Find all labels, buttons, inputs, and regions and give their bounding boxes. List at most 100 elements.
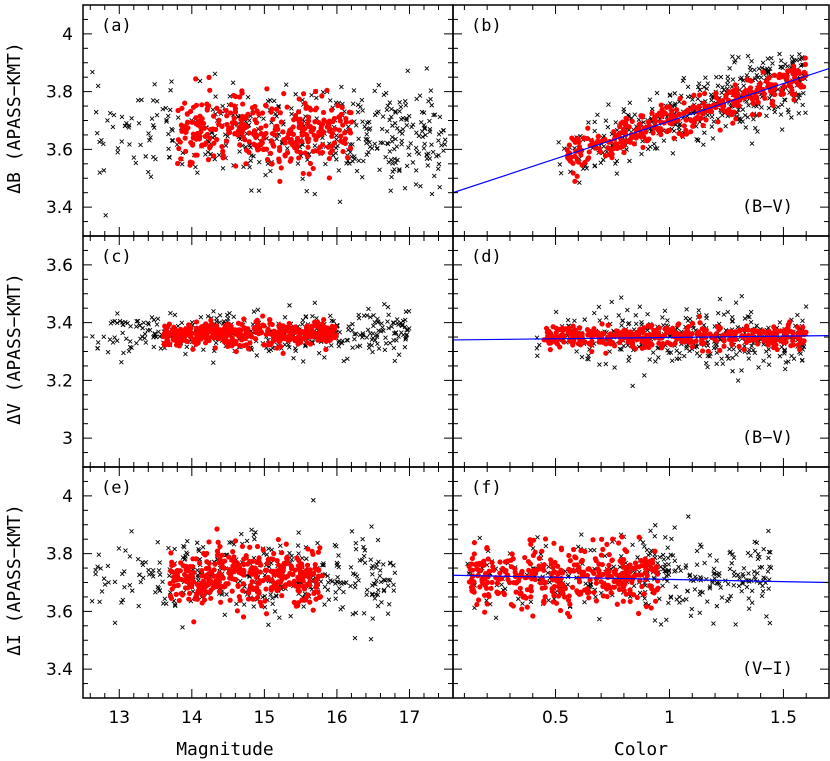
star-dot xyxy=(649,110,655,116)
star-dot xyxy=(283,582,289,588)
star-cross xyxy=(346,324,352,329)
star-cross xyxy=(417,93,423,99)
star-dot xyxy=(307,160,314,167)
star-dot xyxy=(689,344,695,350)
star-cross xyxy=(606,102,611,107)
star-dot xyxy=(599,321,605,327)
star-dot xyxy=(598,552,604,558)
star-cross xyxy=(674,348,680,353)
star-dot xyxy=(682,338,688,345)
star-dot xyxy=(656,125,663,132)
star-cross xyxy=(391,563,396,568)
star-dot xyxy=(300,583,306,590)
star-cross xyxy=(642,373,647,378)
star-dot xyxy=(553,330,559,336)
star-dot xyxy=(630,343,636,349)
star-cross xyxy=(140,562,146,568)
star-dot xyxy=(306,136,312,142)
star-dot xyxy=(176,576,182,582)
panel-c: 33.23.43.6 (c) xyxy=(46,235,454,468)
star-cross xyxy=(99,137,104,143)
star-dot xyxy=(235,132,241,138)
star-cross xyxy=(745,550,751,556)
star-cross xyxy=(782,97,788,103)
star-cross xyxy=(410,160,416,165)
star-cross xyxy=(716,581,722,586)
star-cross xyxy=(652,618,658,623)
star-dot xyxy=(204,550,210,557)
star-dot xyxy=(169,586,175,592)
star-cross xyxy=(697,610,703,616)
star-cross xyxy=(752,350,758,356)
star-dot xyxy=(240,581,247,587)
star-cross xyxy=(778,112,784,117)
star-cross xyxy=(349,328,355,333)
star-dot xyxy=(340,148,346,155)
star-cross xyxy=(374,146,380,152)
star-dot xyxy=(588,342,594,348)
star-dot xyxy=(780,74,786,80)
star-dot xyxy=(256,557,262,563)
star-cross xyxy=(261,551,267,556)
star-cross xyxy=(746,356,752,361)
star-cross xyxy=(361,544,366,550)
star-dot xyxy=(651,116,658,123)
star-dot xyxy=(306,582,313,588)
star-cross xyxy=(654,90,660,96)
star-dot xyxy=(717,127,723,133)
star-dot xyxy=(683,117,689,123)
star-dot xyxy=(221,339,228,345)
star-dot xyxy=(547,347,553,353)
star-dot xyxy=(305,114,312,120)
star-cross xyxy=(789,115,794,120)
star-cross xyxy=(748,319,754,325)
star-cross xyxy=(285,146,290,151)
star-cross xyxy=(779,64,784,70)
star-dot xyxy=(660,340,666,347)
star-dot xyxy=(633,572,639,578)
star-dot xyxy=(646,136,652,142)
star-cross xyxy=(399,323,405,329)
star-cross xyxy=(95,345,101,351)
star-cross xyxy=(662,568,667,574)
star-dot xyxy=(519,606,525,612)
star-cross xyxy=(372,596,378,601)
star-cross xyxy=(248,158,254,164)
star-dot xyxy=(603,350,609,356)
star-cross xyxy=(647,357,653,362)
star-dot xyxy=(271,551,277,557)
star-cross xyxy=(373,581,378,587)
star-cross xyxy=(272,609,278,614)
star-dot xyxy=(315,549,322,555)
star-cross xyxy=(360,119,365,125)
star-dot xyxy=(254,543,261,550)
star-dot xyxy=(169,562,175,569)
star-dot xyxy=(261,146,267,152)
star-dot xyxy=(289,325,296,331)
star-dot xyxy=(791,97,797,103)
star-dot xyxy=(186,596,192,602)
star-dot xyxy=(667,327,674,333)
star-cross xyxy=(286,342,291,348)
star-dot xyxy=(589,348,595,355)
star-cross xyxy=(379,126,385,132)
star-dot xyxy=(164,337,170,344)
star-cross xyxy=(733,622,738,627)
star-cross xyxy=(366,149,371,155)
star-cross xyxy=(397,168,402,174)
star-dot xyxy=(489,579,495,586)
star-cross xyxy=(640,540,646,545)
star-dot xyxy=(184,111,190,117)
star-cross xyxy=(289,557,295,562)
star-dot xyxy=(665,127,672,134)
panel-b: (b)(B−V) xyxy=(452,4,830,237)
star-dot xyxy=(247,544,253,550)
star-cross xyxy=(432,112,438,117)
star-cross xyxy=(300,359,306,364)
star-cross xyxy=(735,572,741,578)
data-c xyxy=(90,300,412,366)
star-dot xyxy=(557,344,563,350)
star-cross xyxy=(553,309,559,315)
star-dot xyxy=(730,120,736,126)
star-dot xyxy=(566,330,573,336)
